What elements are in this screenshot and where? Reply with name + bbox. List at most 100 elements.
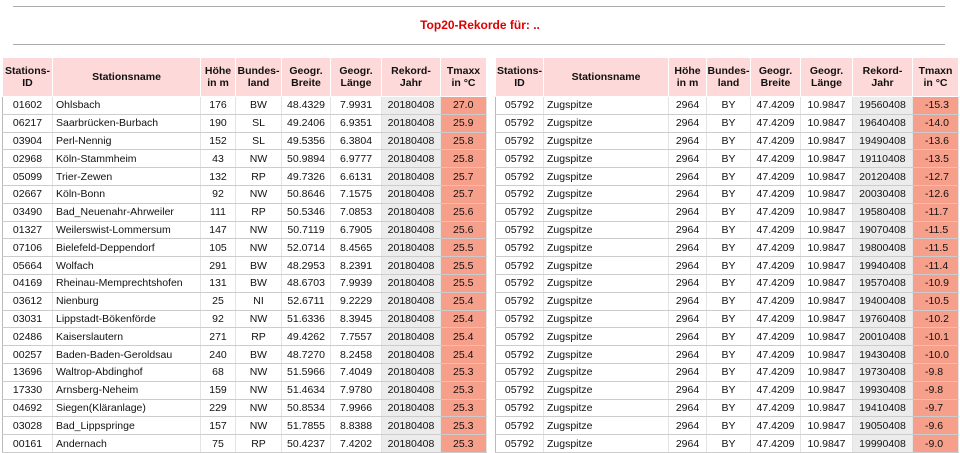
longitude: 10.9847 [800, 185, 853, 204]
table-row: 17330 Arnsberg-Neheim 159 NW 51.4634 7.9780 20… [2, 381, 487, 400]
latitude: 47.4209 [750, 434, 801, 453]
longitude: 10.9847 [800, 167, 853, 186]
station-id: 04169 [2, 274, 53, 293]
latitude: 47.4209 [750, 185, 801, 204]
latitude: 47.4209 [750, 416, 801, 436]
station-name: Zugspitze [543, 221, 669, 240]
column-header: Rekord- Jahr [852, 57, 913, 97]
record-year: 19580408 [852, 203, 913, 222]
state: NW [235, 221, 282, 240]
station-name: Zugspitze [543, 345, 669, 364]
temperature: -13.5 [912, 149, 959, 169]
state: BW [235, 256, 282, 275]
table-row: 05792 Zugspitze 2964 BY 47.4209 10.9847 190504… [495, 416, 959, 436]
record-year: 19400408 [852, 292, 913, 311]
column-header: Stationsname [52, 57, 201, 97]
state: BY [706, 185, 751, 204]
station-name: Perl-Nennig [52, 132, 201, 151]
altitude: 2964 [668, 327, 707, 347]
latitude: 47.4209 [750, 274, 801, 293]
temperature: 25.5 [440, 238, 487, 258]
altitude: 2964 [668, 167, 707, 186]
longitude: 8.2458 [330, 345, 382, 364]
record-year: 20180408 [381, 416, 441, 436]
altitude: 2964 [668, 274, 707, 293]
altitude: 2964 [668, 292, 707, 311]
station-name: Trier-Zewen [52, 167, 201, 186]
table-row: 03612 Nienburg 25 NI 52.6711 9.2229 20180408 25… [2, 292, 487, 311]
station-id: 03612 [2, 292, 53, 311]
state: BY [706, 274, 751, 293]
table-row: 05792 Zugspitze 2964 BY 47.4209 10.9847 195704… [495, 274, 959, 293]
column-header: Stationsname [543, 57, 669, 97]
altitude: 2964 [668, 345, 707, 364]
record-year: 20180408 [381, 149, 441, 169]
latitude: 49.4262 [281, 327, 331, 347]
table-row: 04692 Siegen(Kläranlage) 229 NW 50.8534 7.996… [2, 399, 487, 418]
temperature: 25.4 [440, 345, 487, 364]
station-id: 07106 [2, 238, 53, 258]
station-name: Zugspitze [543, 203, 669, 222]
station-name: Baden-Baden-Geroldsau [52, 345, 201, 364]
longitude: 8.2391 [330, 256, 382, 275]
altitude: 159 [200, 381, 236, 400]
table-row: 05792 Zugspitze 2964 BY 47.4209 10.9847 196404… [495, 114, 959, 133]
record-year: 20010408 [852, 327, 913, 347]
record-year: 20180408 [381, 221, 441, 240]
altitude: 2964 [668, 310, 707, 329]
longitude: 8.8388 [330, 416, 382, 436]
max-table: Stations- ID Stationsname Höhe in m Bundes-… [2, 57, 487, 453]
altitude: 2964 [668, 238, 707, 258]
column-header: Stations- ID [2, 57, 53, 97]
record-year: 19640408 [852, 114, 913, 133]
longitude: 10.9847 [800, 256, 853, 275]
longitude: 6.3804 [330, 132, 382, 151]
state: BY [706, 345, 751, 364]
temperature: 27.0 [440, 96, 487, 115]
latitude: 47.4209 [750, 256, 801, 275]
latitude: 52.0714 [281, 238, 331, 258]
column-header: Bundes- land [235, 57, 282, 97]
column-header: Geogr. Länge [800, 57, 853, 97]
table-row: 04169 Rheinau-Memprechtshofen 131 BW 48.6703… [2, 274, 487, 293]
altitude: 157 [200, 416, 236, 436]
state: BY [706, 167, 751, 186]
table-row: 06217 Saarbrücken-Burbach 190 SL 49.2406 6.93… [2, 114, 487, 133]
station-id: 03904 [2, 132, 53, 151]
table-row: 05792 Zugspitze 2964 BY 47.4209 10.9847 200104… [495, 327, 959, 347]
longitude: 6.9777 [330, 149, 382, 169]
column-header: Tmaxx in °C [440, 57, 487, 97]
station-name: Zugspitze [543, 292, 669, 311]
table-row: 05792 Zugspitze 2964 BY 47.4209 10.9847 200304… [495, 185, 959, 204]
state: NW [235, 238, 282, 258]
temperature: 25.6 [440, 203, 487, 222]
latitude: 51.5966 [281, 363, 331, 382]
station-id: 03490 [2, 203, 53, 222]
temperature: -9.7 [912, 399, 959, 418]
altitude: 2964 [668, 363, 707, 382]
record-year: 19760408 [852, 310, 913, 329]
station-id: 02667 [2, 185, 53, 204]
record-year: 19050408 [852, 416, 913, 436]
temperature: -12.7 [912, 167, 959, 186]
station-name: Zugspitze [543, 381, 669, 400]
longitude: 8.3945 [330, 310, 382, 329]
longitude: 9.2229 [330, 292, 382, 311]
latitude: 50.5346 [281, 203, 331, 222]
state: RP [235, 327, 282, 347]
station-name: Zugspitze [543, 274, 669, 293]
longitude: 7.1575 [330, 185, 382, 204]
temperature: -12.6 [912, 185, 959, 204]
state: BY [706, 238, 751, 258]
table-row: 07106 Bielefeld-Deppendorf 105 NW 52.0714 8.4… [2, 238, 487, 258]
column-header: Höhe in m [200, 57, 236, 97]
state: BY [706, 310, 751, 329]
latitude: 47.4209 [750, 399, 801, 418]
altitude: 240 [200, 345, 236, 364]
altitude: 68 [200, 363, 236, 382]
temperature: -11.5 [912, 221, 959, 240]
record-year: 20180408 [381, 238, 441, 258]
temperature: 25.9 [440, 114, 487, 133]
latitude: 48.2953 [281, 256, 331, 275]
table-row: 05792 Zugspitze 2964 BY 47.4209 10.9847 199404… [495, 256, 959, 275]
